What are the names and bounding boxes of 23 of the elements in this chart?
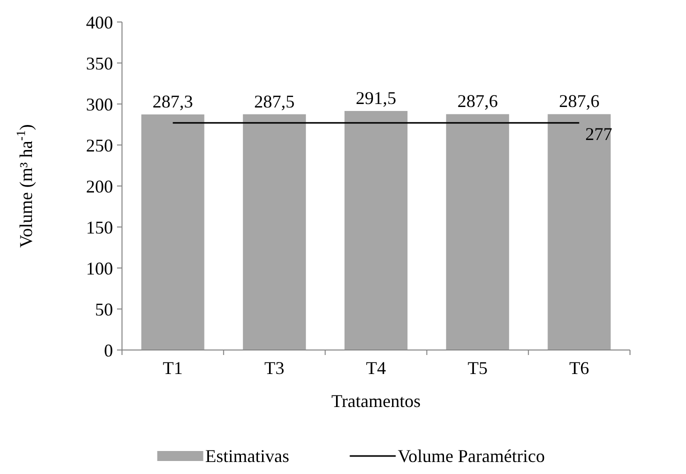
x-tick-label: T6 — [569, 358, 590, 378]
legend-label: Volume Paramétrico — [398, 446, 545, 466]
x-tick-label: T4 — [366, 358, 386, 378]
x-tick-label: T3 — [264, 358, 284, 378]
y-tick-label: 250 — [86, 135, 113, 156]
x-tick-label: T1 — [162, 358, 183, 378]
y-tick-label: 50 — [95, 299, 113, 320]
legend-label: Estimativas — [205, 446, 290, 466]
y-tick-label: 100 — [86, 258, 113, 278]
y-tick-label: 300 — [86, 94, 113, 114]
y-tick-label: 200 — [86, 176, 113, 196]
data-label: 291,5 — [356, 88, 396, 108]
y-tick-label: 400 — [86, 12, 113, 32]
x-axis-title: Tratamentos — [331, 391, 421, 411]
y-tick-label: 150 — [86, 217, 113, 238]
y-tick-label: 0 — [104, 340, 113, 360]
data-label: 287,5 — [254, 91, 295, 112]
data-label: 287,6 — [558, 91, 600, 112]
data-label: 277 — [585, 124, 612, 144]
data-label: 287,3 — [152, 91, 194, 112]
x-tick-label: T5 — [468, 358, 488, 378]
y-tick-label: 350 — [86, 53, 113, 74]
data-label: 287,6 — [457, 91, 498, 112]
